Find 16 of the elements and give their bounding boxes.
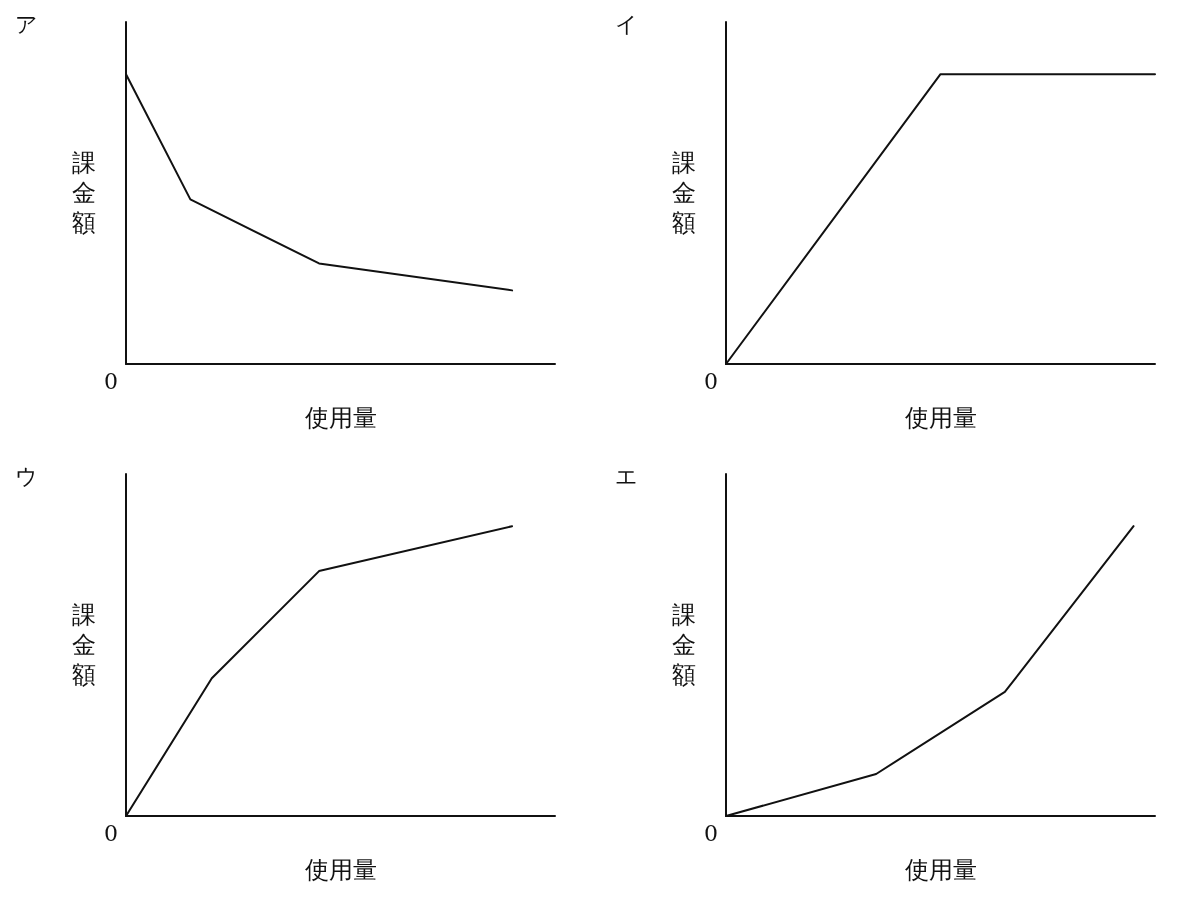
y-axis-title: 課金額 bbox=[672, 149, 696, 237]
x-axis-title: 使用量 bbox=[304, 404, 377, 432]
chart-title: ア bbox=[15, 11, 38, 37]
x-axis-title: 使用量 bbox=[904, 856, 977, 884]
x-axis-title: 使用量 bbox=[904, 404, 977, 432]
text: 0 bbox=[704, 368, 718, 394]
x-axis-title: 使用量 bbox=[304, 856, 377, 884]
chart-title: エ bbox=[615, 463, 638, 489]
y-axis-title: 課金額 bbox=[72, 149, 96, 237]
text: 0 bbox=[704, 820, 718, 846]
text: 0 bbox=[104, 820, 118, 846]
y-axis-title: 課金額 bbox=[72, 601, 96, 689]
y-axis-title: 課金額 bbox=[672, 601, 696, 689]
text: 0 bbox=[104, 368, 118, 394]
chart-title: ウ bbox=[15, 463, 38, 489]
chart-title: イ bbox=[615, 11, 638, 37]
